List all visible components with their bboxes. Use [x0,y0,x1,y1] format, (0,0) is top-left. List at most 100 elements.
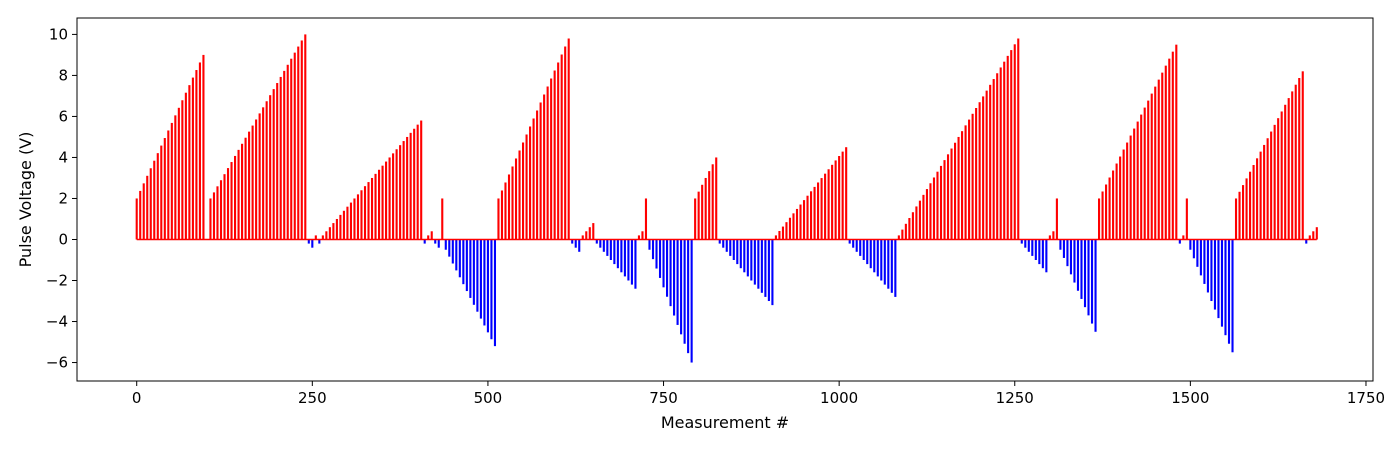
bar [817,182,820,240]
bar [704,177,707,240]
bar [244,137,247,240]
bar [602,239,605,252]
bar [269,95,272,240]
bar [279,76,282,240]
bar [511,166,514,240]
bar [1210,239,1213,302]
bar [732,239,735,260]
bar [490,239,493,340]
bar [841,151,844,240]
bar [897,235,900,240]
bar [1062,239,1065,258]
bar [1059,239,1062,250]
bar [992,79,995,240]
bar [388,157,391,240]
bar [507,174,511,240]
bar [230,162,233,240]
bar [1098,198,1101,240]
bar [592,223,595,240]
bar [557,62,560,240]
bar [609,239,612,260]
bar [774,235,777,240]
bar [1234,198,1238,240]
bar [771,239,774,306]
bar [564,46,567,240]
bar [536,110,539,240]
bar [1224,239,1227,336]
bar [1129,135,1132,240]
bar [743,239,746,273]
bar [223,174,226,240]
bar [824,173,827,240]
bar [880,239,883,281]
bar [142,183,145,240]
bar [788,217,792,240]
bar [623,239,626,277]
bar [1203,239,1206,284]
bar [385,161,388,240]
bar [1094,239,1097,332]
bar [862,239,865,260]
bar [658,239,662,278]
bar [251,125,254,240]
bar [493,239,497,347]
bar [1168,58,1171,240]
bar [810,191,813,240]
bar [293,52,296,240]
bar [1020,239,1023,244]
bar [469,239,472,298]
y-tick-label: −4 [46,313,68,331]
bar [1048,235,1051,240]
bar [234,155,237,240]
bar [290,58,293,240]
bar [1101,191,1104,240]
bar [578,239,581,252]
x-tick-label: 1750 [1347,389,1385,407]
bar [212,192,216,240]
bar [655,239,658,269]
bar [1287,98,1290,240]
bar [634,239,637,289]
bar [170,122,173,240]
bar [1076,239,1080,291]
x-tick-label: 1500 [1171,389,1209,407]
bar [1157,79,1160,240]
bar [1083,239,1087,308]
bar [160,145,163,240]
bar [392,153,395,240]
bar [792,213,795,240]
bar [518,150,521,240]
x-tick-label: 1250 [996,389,1034,407]
bar [690,239,693,363]
x-axis-label: Measurement # [661,413,789,432]
bar [1315,227,1318,240]
bar [346,206,349,240]
bar [219,180,223,240]
bar [764,239,767,297]
bar [560,54,563,240]
bar [883,239,886,285]
bar [451,239,454,264]
bar [831,164,834,240]
bar [184,92,187,240]
bar [339,214,342,240]
y-tick-label: 6 [58,107,68,125]
bar [423,239,426,244]
bar [1256,158,1259,240]
bar [581,235,584,240]
plot-frame [76,17,1374,382]
bar [996,73,999,240]
bar [806,195,809,240]
bar [458,239,461,278]
bar [694,198,697,240]
bar [722,239,725,248]
bar [648,239,651,250]
bar [283,70,286,240]
bar [574,239,577,248]
bar [1115,163,1118,240]
bar [1280,111,1283,240]
y-axis-ticks: −6 −4 −2 0 2 4 6 8 10 [46,25,77,372]
bar [191,77,194,240]
bar [430,231,433,240]
bar [904,223,907,240]
